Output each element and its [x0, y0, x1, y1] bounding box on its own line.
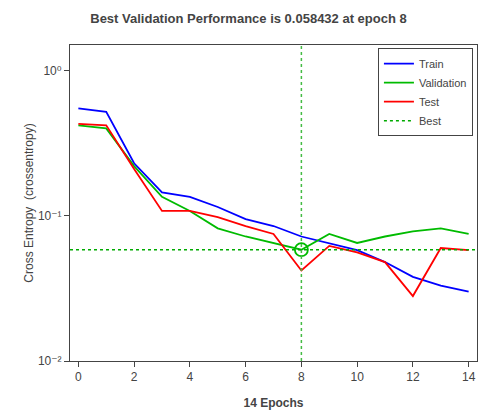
svg-text:Test: Test	[419, 96, 439, 108]
svg-text:14 Epochs: 14 Epochs	[243, 396, 303, 410]
svg-text:10: 10	[350, 370, 364, 384]
svg-text:Validation: Validation	[419, 77, 467, 89]
svg-text:4: 4	[187, 370, 194, 384]
svg-text:12: 12	[406, 370, 420, 384]
svg-text:10⁰: 10⁰	[43, 64, 61, 78]
svg-text:Best: Best	[419, 115, 441, 127]
svg-text:2: 2	[131, 370, 138, 384]
svg-text:8: 8	[298, 370, 305, 384]
svg-text:Cross Entropy (crossentropy): Cross Entropy (crossentropy)	[22, 123, 36, 282]
svg-text:10⁻²: 10⁻²	[38, 354, 62, 368]
svg-text:6: 6	[242, 370, 249, 384]
svg-text:10⁻¹: 10⁻¹	[38, 209, 62, 223]
svg-text:Best Validation Performance is: Best Validation Performance is 0.058432 …	[90, 11, 406, 26]
svg-text:Train: Train	[419, 58, 444, 70]
svg-text:14: 14	[462, 370, 476, 384]
svg-text:0: 0	[75, 370, 82, 384]
